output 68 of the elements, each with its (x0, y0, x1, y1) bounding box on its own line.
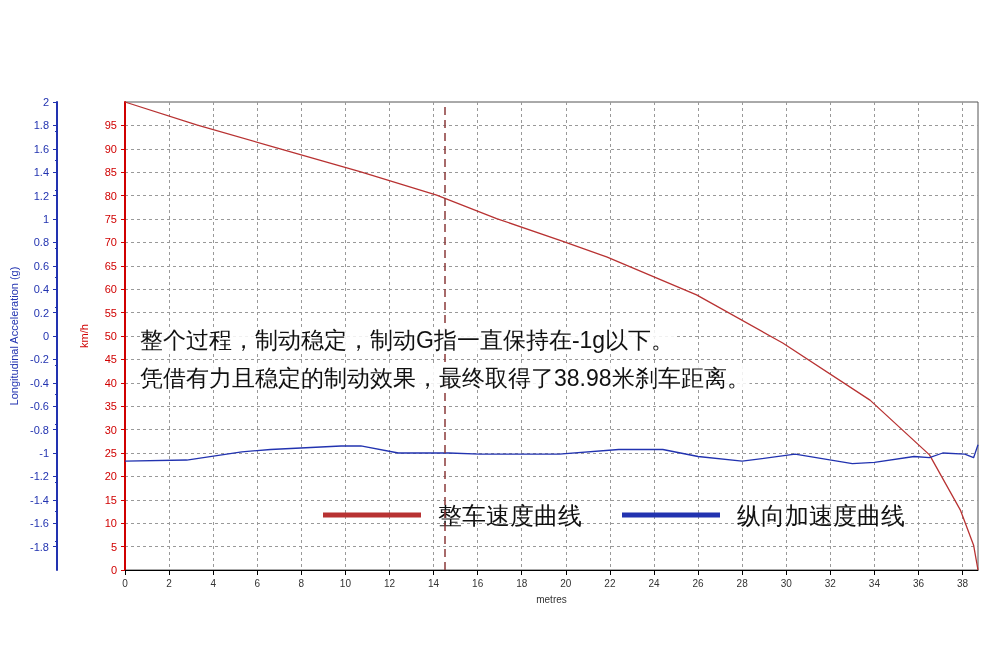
y-tick-label: 50 (104, 330, 117, 342)
x-tick-label: 18 (516, 577, 528, 589)
x-tick-label: 34 (868, 577, 881, 589)
y2-tick-label: 0 (42, 330, 49, 342)
x-tick-label: 28 (736, 577, 749, 589)
y2-tick-label: -1.2 (30, 470, 49, 483)
y-tick-label: 30 (104, 423, 117, 436)
y-tick-label: 15 (104, 493, 117, 506)
y2-axis-title: Longitudinal Acceleration (g) (7, 266, 20, 406)
y-tick-label: 45 (104, 353, 117, 366)
x-tick-label: 12 (383, 577, 396, 589)
x-tick-label: 10 (339, 577, 352, 589)
x-tick-label: 32 (824, 577, 837, 589)
x-tick-label: 16 (472, 577, 484, 589)
y-tick-label: 10 (104, 517, 117, 530)
y2-tick-label: -1.8 (30, 540, 49, 553)
y-tick-label: 5 (110, 540, 117, 553)
x-tick-label: 24 (648, 577, 660, 589)
y2-tick-label: 1.4 (33, 166, 49, 179)
x-tick-label: 2 (166, 577, 173, 589)
y-tick-label: 65 (104, 259, 117, 272)
x-tick-label: 20 (560, 577, 572, 589)
y-tick-label: 40 (104, 376, 117, 389)
y-tick-label: 35 (104, 400, 117, 413)
x-tick-label: 38 (957, 577, 969, 589)
y2-tick-label: 1.8 (33, 119, 49, 132)
y2-tick-label: 0.4 (33, 283, 49, 296)
y2-tick-label: 0.8 (33, 236, 49, 249)
x-tick-label: 26 (692, 577, 705, 589)
y2-tick-label: 0.2 (33, 306, 49, 319)
y2-tick-label: 1.6 (33, 142, 49, 155)
y2-tick-label: -0.2 (30, 353, 49, 366)
y-tick-label: 70 (104, 236, 117, 249)
y-tick-label: 80 (104, 189, 117, 202)
legend-label: 整车速度曲线 (438, 501, 582, 529)
y2-tick-label: -1.6 (30, 517, 49, 530)
annotation: 整个过程，制动稳定，制动G指一直保持在-1g以下。 (140, 326, 675, 353)
x-tick-label: 14 (428, 577, 440, 589)
y2-tick-label: 0.6 (33, 259, 49, 272)
y2-tick-label: -0.8 (30, 423, 49, 436)
y-tick-label: 20 (104, 470, 117, 483)
x-tick-label: 36 (912, 577, 925, 589)
y-tick-label: 60 (104, 283, 117, 296)
legend-label: 纵向加速度曲线 (737, 501, 905, 529)
y-axis-title: km/h (77, 324, 90, 348)
y2-tick-label: -0.4 (30, 376, 49, 389)
y-tick-label: 75 (104, 213, 117, 225)
y-tick-label: 0 (110, 564, 117, 576)
y2-tick-label: -1 (39, 447, 49, 459)
y-tick-label: 95 (104, 119, 117, 132)
x-axis-title: metres (536, 593, 567, 605)
y-tick-label: 90 (104, 142, 117, 155)
y2-tick-label: 2 (42, 96, 49, 108)
x-tick-label: 4 (210, 577, 217, 589)
x-tick-label: 6 (254, 577, 261, 589)
y-tick-label: 55 (104, 306, 117, 319)
x-tick-label: 0 (122, 577, 129, 589)
y-tick-label: 85 (104, 166, 117, 179)
y2-tick-label: -1.4 (30, 493, 49, 506)
y2-tick-label: 1.2 (33, 189, 49, 202)
x-tick-label: 30 (780, 577, 793, 589)
annotation: 凭借有力且稳定的制动效果，最终取得了38.98米刹车距离。 (140, 364, 750, 391)
y2-tick-label: 1 (42, 213, 49, 225)
x-tick-label: 8 (298, 577, 305, 589)
y-tick-label: 25 (104, 447, 117, 459)
y2-tick-label: -0.6 (30, 400, 49, 413)
x-tick-label: 22 (604, 577, 616, 589)
line-series (124, 444, 979, 465)
